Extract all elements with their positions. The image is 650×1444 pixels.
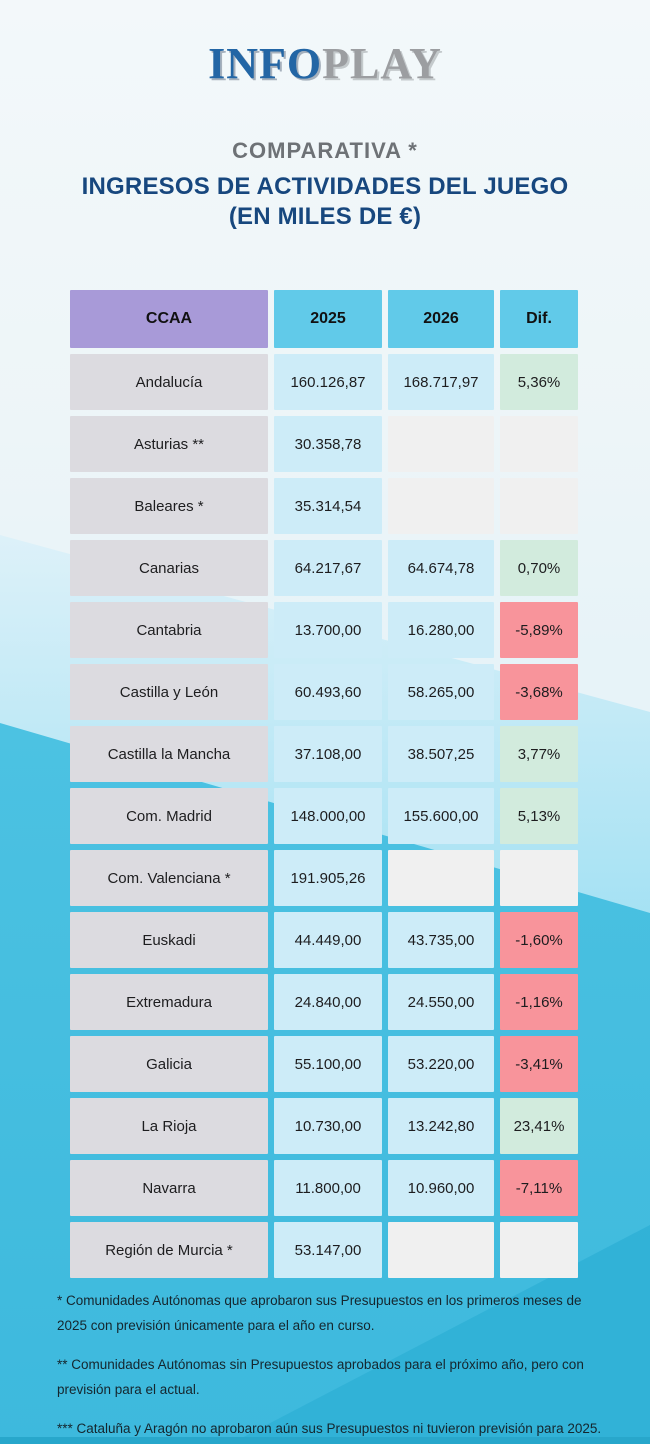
dif-cell: [500, 416, 578, 472]
ccaa-cell: Región de Murcia *: [70, 1222, 268, 1278]
ccaa-cell: Navarra: [70, 1160, 268, 1216]
logo-play-part: PLAY: [322, 39, 442, 88]
dif-cell: 3,77%: [500, 726, 578, 782]
dif-cell: -3,41%: [500, 1036, 578, 1092]
value-2025-cell: 44.449,00: [274, 912, 382, 968]
dif-cell: 5,13%: [500, 788, 578, 844]
value-2025-cell: 30.358,78: [274, 416, 382, 472]
page-title-line1: INGRESOS DE ACTIVIDADES DEL JUEGO: [81, 173, 569, 200]
ccaa-cell: Castilla y León: [70, 664, 268, 720]
logo-info-part: INFO: [208, 39, 323, 88]
ccaa-cell: Cantabria: [70, 602, 268, 658]
footnote-3: *** Cataluña y Aragón no aprobaron aún s…: [57, 1421, 602, 1436]
value-2025-cell: 64.217,67: [274, 540, 382, 596]
dif-cell: -1,60%: [500, 912, 578, 968]
ccaa-cell: La Rioja: [70, 1098, 268, 1154]
value-2026-cell: 155.600,00: [388, 788, 494, 844]
value-2026-cell: [388, 1222, 494, 1278]
value-2026-cell: 53.220,00: [388, 1036, 494, 1092]
value-2025-cell: 24.840,00: [274, 974, 382, 1030]
ccaa-cell: Com. Valenciana *: [70, 850, 268, 906]
dif-cell: 5,36%: [500, 354, 578, 410]
value-2026-cell: [388, 850, 494, 906]
dif-cell: 23,41%: [500, 1098, 578, 1154]
ccaa-cell: Asturias **: [70, 416, 268, 472]
dif-cell: [500, 478, 578, 534]
value-2026-cell: 24.550,00: [388, 974, 494, 1030]
value-2025-cell: 13.700,00: [274, 602, 382, 658]
footnotes: * Comunidades Autónomas que aprobaron su…: [57, 1288, 602, 1444]
value-2026-cell: 43.735,00: [388, 912, 494, 968]
ccaa-cell: Canarias: [70, 540, 268, 596]
footnote-1: * Comunidades Autónomas que aprobaron su…: [57, 1293, 582, 1333]
dif-cell: [500, 850, 578, 906]
comparativa-subtitle: COMPARATIVA *: [232, 138, 418, 163]
value-2026-cell: 13.242,80: [388, 1098, 494, 1154]
value-2026-cell: [388, 416, 494, 472]
header-cell-ccaa: CCAA: [70, 290, 268, 348]
page-title: INGRESOS DE ACTIVIDADES DEL JUEGO (EN MI…: [0, 172, 650, 232]
value-2026-cell: 168.717,97: [388, 354, 494, 410]
dif-cell: [500, 1222, 578, 1278]
value-2026-cell: 64.674,78: [388, 540, 494, 596]
ccaa-cell: Euskadi: [70, 912, 268, 968]
ccaa-cell: Extremadura: [70, 974, 268, 1030]
value-2025-cell: 35.314,54: [274, 478, 382, 534]
value-2026-cell: 16.280,00: [388, 602, 494, 658]
ccaa-cell: Galicia: [70, 1036, 268, 1092]
value-2025-cell: 60.493,60: [274, 664, 382, 720]
value-2025-cell: 55.100,00: [274, 1036, 382, 1092]
value-2025-cell: 37.108,00: [274, 726, 382, 782]
ccaa-cell: Baleares *: [70, 478, 268, 534]
dif-cell: -5,89%: [500, 602, 578, 658]
value-2025-cell: 160.126,87: [274, 354, 382, 410]
value-2025-cell: 10.730,00: [274, 1098, 382, 1154]
ccaa-cell: Com. Madrid: [70, 788, 268, 844]
ccaa-cell: Castilla la Mancha: [70, 726, 268, 782]
header-cell-dif: Dif.: [500, 290, 578, 348]
ccaa-cell: Andalucía: [70, 354, 268, 410]
header-cell-2025: 2025: [274, 290, 382, 348]
page-title-line2: (EN MILES DE €): [228, 203, 422, 230]
dif-cell: 0,70%: [500, 540, 578, 596]
value-2025-cell: 148.000,00: [274, 788, 382, 844]
value-2026-cell: 10.960,00: [388, 1160, 494, 1216]
value-2026-cell: 38.507,25: [388, 726, 494, 782]
dif-cell: -3,68%: [500, 664, 578, 720]
value-2025-cell: 191.905,26: [274, 850, 382, 906]
comparison-table: CCAA 2025 2026 Dif. Andalucía 160.126,87…: [70, 290, 578, 1278]
value-2025-cell: 53.147,00: [274, 1222, 382, 1278]
dif-cell: -1,16%: [500, 974, 578, 1030]
value-2025-cell: 11.800,00: [274, 1160, 382, 1216]
value-2026-cell: 58.265,00: [388, 664, 494, 720]
dif-cell: -7,11%: [500, 1160, 578, 1216]
infoplay-logo: INFOPLAY: [0, 42, 650, 86]
footnote-2: ** Comunidades Autónomas sin Presupuesto…: [57, 1357, 584, 1397]
value-2026-cell: [388, 478, 494, 534]
header-cell-2026: 2026: [388, 290, 494, 348]
